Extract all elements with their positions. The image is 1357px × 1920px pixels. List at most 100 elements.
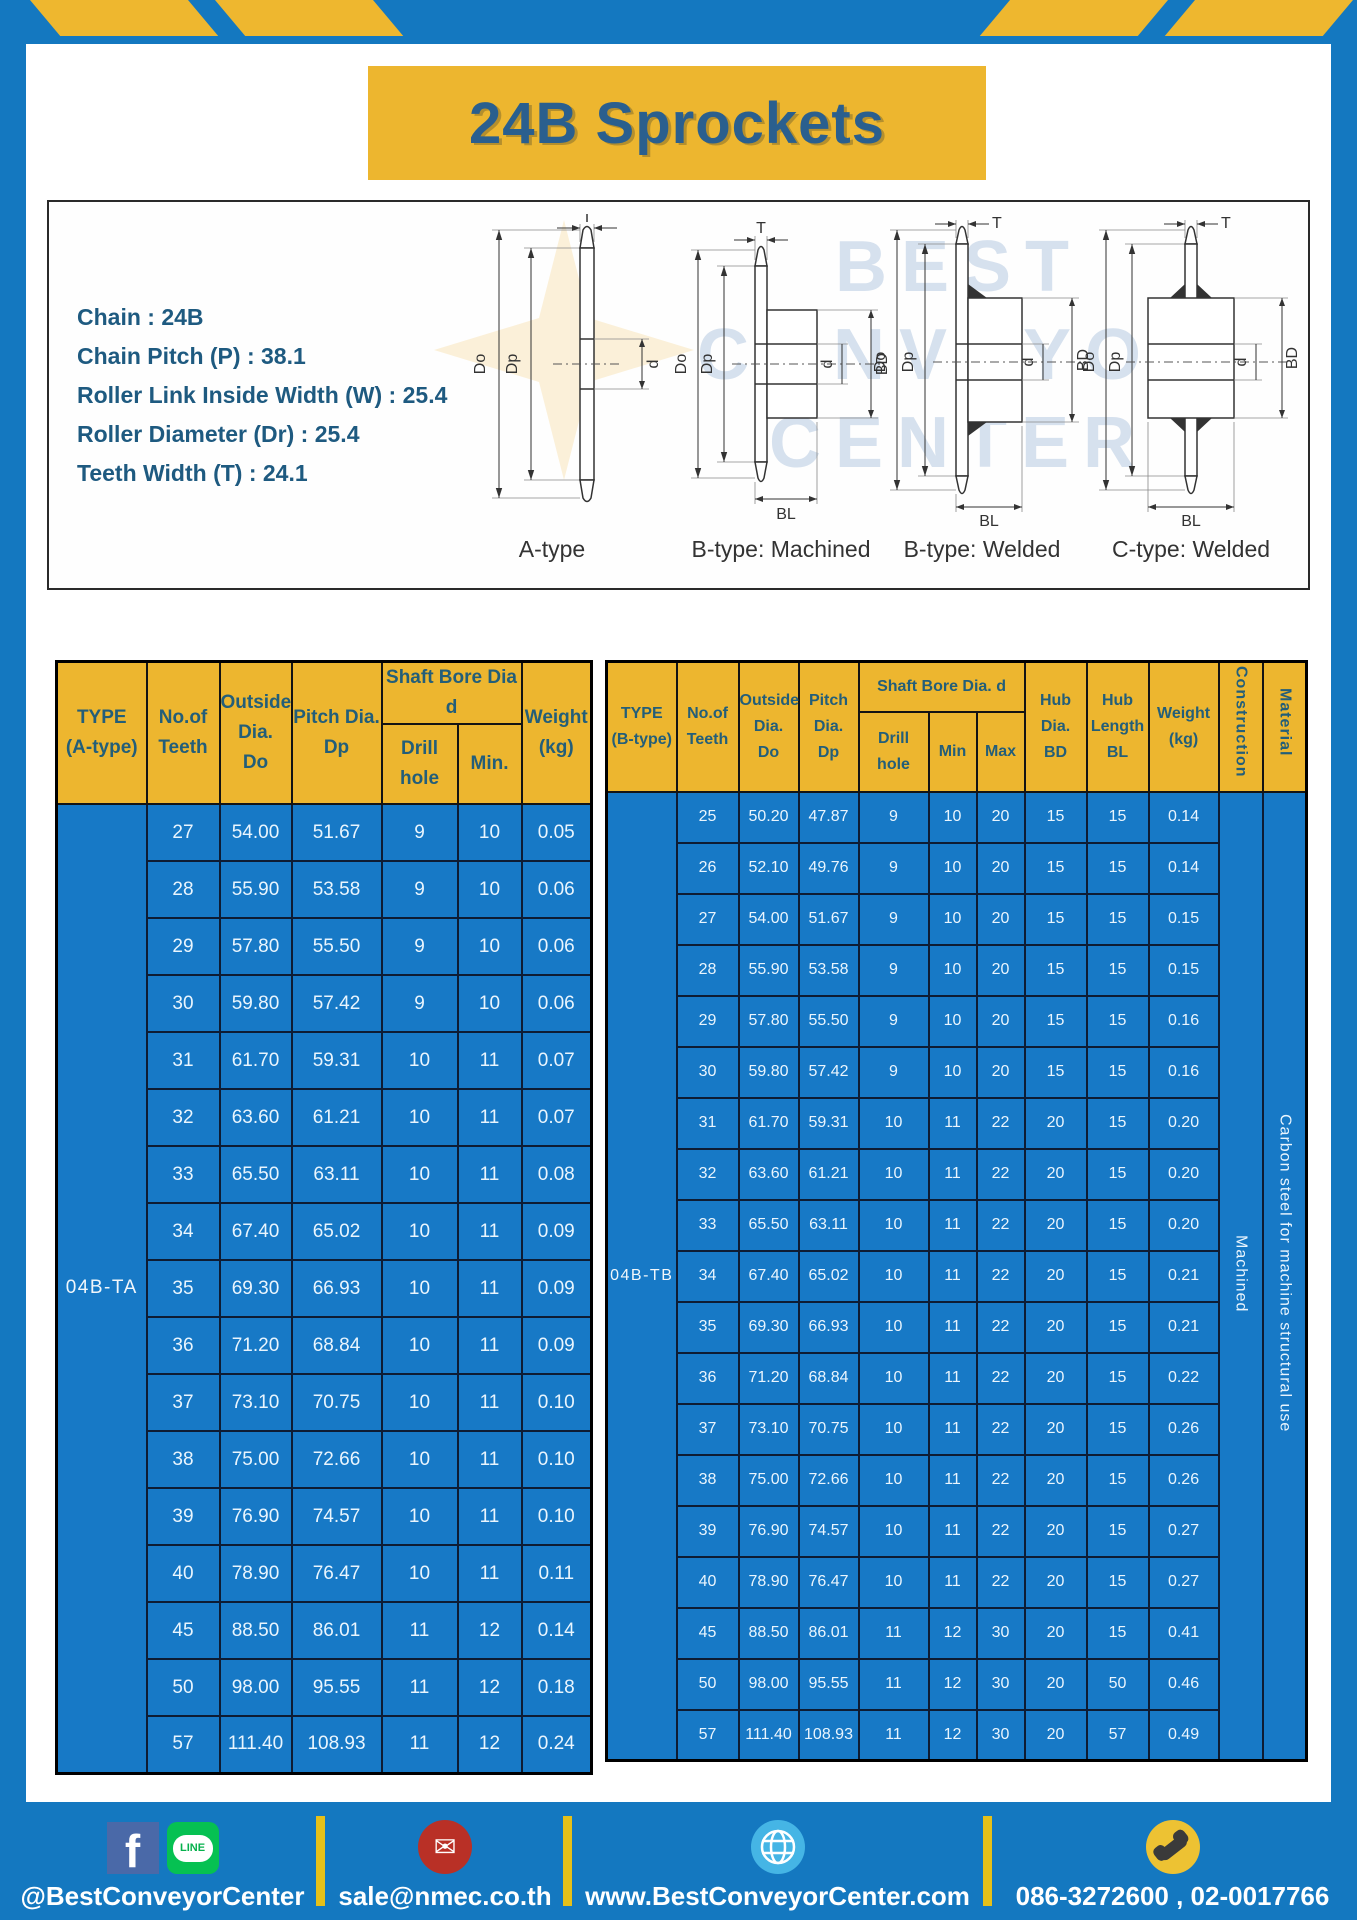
table-cell: 22 xyxy=(975,1555,1026,1609)
table-cell: 33 xyxy=(145,1145,221,1204)
table-row: 37 73.10 70.75 10 11 0.10 xyxy=(57,1373,593,1432)
table-row: 36 71.20 68.84 10 11 22 20 15 0.22 xyxy=(607,1351,1307,1405)
table-row: 50 98.00 95.55 11 12 0.18 xyxy=(57,1658,593,1717)
col-header-type: TYPE (A-type) xyxy=(55,660,148,805)
table-row: 39 76.90 74.57 10 11 0.10 xyxy=(57,1487,593,1546)
table-cell: 39 xyxy=(145,1487,221,1546)
table-cell: 15 xyxy=(1023,1045,1088,1099)
table-cell: 30 xyxy=(975,1708,1026,1762)
table-cell: 11 xyxy=(857,1657,930,1711)
table-cell: 0.06 xyxy=(520,860,593,919)
table-cell: 25 xyxy=(675,790,740,844)
table-cell: 37 xyxy=(675,1402,740,1456)
table-row: 31 61.70 59.31 10 11 22 20 15 0.20 xyxy=(607,1096,1307,1150)
title-box: 24B Sprockets xyxy=(368,66,986,180)
table-cell: 26 xyxy=(675,841,740,895)
table-cell: 0.26 xyxy=(1147,1453,1220,1507)
table-cell: 65.50 xyxy=(218,1145,293,1204)
svg-text:Dp: Dp xyxy=(1107,352,1124,373)
table-cell: 50 xyxy=(145,1658,221,1717)
diagram-panel: BEST CONVEYOR CENTER Chain : 24B Chain P… xyxy=(47,200,1310,590)
table-row: 31 61.70 59.31 10 11 0.07 xyxy=(57,1031,593,1090)
table-cell: 15 xyxy=(1085,1453,1150,1507)
table-cell: 38 xyxy=(675,1453,740,1507)
table-cell: 52.10 xyxy=(737,841,800,895)
table-cell: 15 xyxy=(1023,790,1088,844)
facebook-icon: f xyxy=(106,1822,159,1874)
top-stripe-4 xyxy=(1164,0,1353,36)
table-cell: 10 xyxy=(456,917,523,976)
table-cell: 63.11 xyxy=(290,1145,383,1204)
footer-email-section: ✉ sale@nmec.co.th xyxy=(330,1820,560,1912)
table-cell: 11 xyxy=(927,1453,978,1507)
table-row: 38 75.00 72.66 10 11 22 20 15 0.26 xyxy=(607,1453,1307,1507)
table-cell: 69.30 xyxy=(218,1259,293,1318)
table-cell: 0.18 xyxy=(520,1658,593,1717)
table-cell: 51.67 xyxy=(290,803,383,862)
table-cell: 67.40 xyxy=(737,1249,800,1303)
diagram-b-type-machined: T Do Dp d BD BL B-type: Machined xyxy=(666,214,896,586)
table-cell: 11 xyxy=(857,1708,930,1762)
table-cell: 30 xyxy=(145,974,221,1033)
svg-text:d: d xyxy=(645,360,662,369)
table-cell: 10 xyxy=(857,1351,930,1405)
table-cell: 29 xyxy=(675,994,740,1048)
table-cell: 15 xyxy=(1085,1351,1150,1405)
table-cell: 10 xyxy=(380,1088,459,1147)
table-cell: 10 xyxy=(380,1487,459,1546)
table-cell: 0.15 xyxy=(1147,892,1220,946)
table-cell: 20 xyxy=(1023,1657,1088,1711)
table-cell: 47.87 xyxy=(797,790,860,844)
footer-divider xyxy=(316,1816,325,1906)
table-cell: 11 xyxy=(456,1088,523,1147)
diagram-c-type-welded: T Do Dp d BD BL C-type: Welded xyxy=(1076,214,1306,586)
col-header-weight: Weight (kg) xyxy=(520,660,593,805)
table-cell: 0.21 xyxy=(1147,1249,1220,1303)
col-header-hub-dia: Hub Dia. BD xyxy=(1023,660,1088,793)
table-cell: 50 xyxy=(675,1657,740,1711)
table-cell: 0.07 xyxy=(520,1088,593,1147)
table-cell: 0.20 xyxy=(1147,1147,1220,1201)
svg-text:BL: BL xyxy=(979,513,999,530)
vertical-cell: Machined xyxy=(1217,790,1264,1762)
table-cell: 20 xyxy=(975,790,1026,844)
table-cell: 0.14 xyxy=(1147,841,1220,895)
table-cell: 68.84 xyxy=(797,1351,860,1405)
table-cell: 10 xyxy=(857,1300,930,1354)
table-cell: 38 xyxy=(145,1430,221,1489)
table-cell: 10 xyxy=(927,994,978,1048)
table-cell: 78.90 xyxy=(218,1544,293,1603)
table-cell: 11 xyxy=(927,1351,978,1405)
table-cell: 57.42 xyxy=(290,974,383,1033)
table-cell: 15 xyxy=(1085,1402,1150,1456)
col-header-min: Min xyxy=(927,710,978,793)
phone-icon xyxy=(1145,1820,1200,1874)
col-header-weight: Weight (kg) xyxy=(1147,660,1220,793)
table-row: 40 78.90 76.47 10 11 22 20 15 0.27 xyxy=(607,1555,1307,1609)
table-cell: 10 xyxy=(380,1544,459,1603)
table-row: 28 55.90 53.58 9 10 20 15 15 0.15 xyxy=(607,943,1307,997)
table-cell: 9 xyxy=(380,860,459,919)
diagram-caption: B-type: Machined xyxy=(691,536,871,562)
chain-specs: Chain : 24B Chain Pitch (P) : 38.1 Rolle… xyxy=(77,298,447,493)
table-cell: 15 xyxy=(1085,1606,1150,1660)
table-cell: 34 xyxy=(675,1249,740,1303)
table-cell: 59.80 xyxy=(218,974,293,1033)
table-cell: 15 xyxy=(1085,1198,1150,1252)
col-header-hub-length: Hub Length BL xyxy=(1085,660,1150,793)
svg-text:Dp: Dp xyxy=(699,354,716,375)
table-cell: 11 xyxy=(456,1430,523,1489)
table-cell: 10 xyxy=(857,1147,930,1201)
table-cell: 0.27 xyxy=(1147,1555,1220,1609)
table-cell: 9 xyxy=(857,1045,930,1099)
table-cell: 22 xyxy=(975,1198,1026,1252)
table-cell: 15 xyxy=(1085,1249,1150,1303)
email-icon: ✉ xyxy=(418,1820,472,1874)
table-cell: 59.31 xyxy=(797,1096,860,1150)
table-cell: 22 xyxy=(975,1453,1026,1507)
table-cell: 10 xyxy=(857,1249,930,1303)
table-cell: 65.02 xyxy=(797,1249,860,1303)
table-cell: 20 xyxy=(1023,1147,1088,1201)
col-header-min: Min. xyxy=(456,723,523,805)
diagram-caption: B-type: Welded xyxy=(903,536,1061,562)
